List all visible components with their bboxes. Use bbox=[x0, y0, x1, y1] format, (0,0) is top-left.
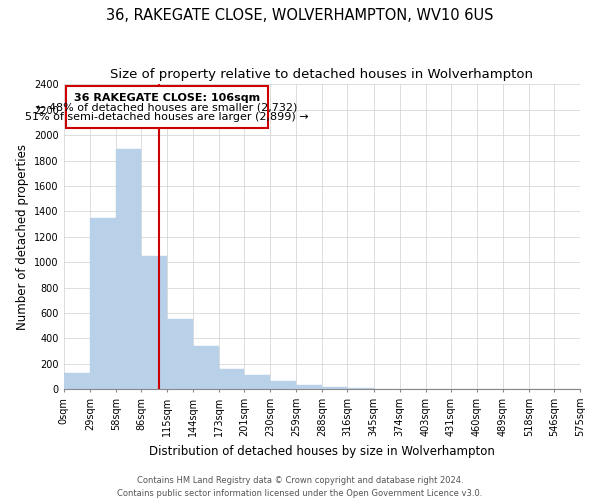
Bar bbox=[219, 370, 244, 389]
Bar bbox=[322, 387, 347, 389]
Bar bbox=[244, 375, 270, 389]
Bar bbox=[141, 256, 167, 389]
Text: Contains HM Land Registry data © Crown copyright and database right 2024.
Contai: Contains HM Land Registry data © Crown c… bbox=[118, 476, 482, 498]
Title: Size of property relative to detached houses in Wolverhampton: Size of property relative to detached ho… bbox=[110, 68, 533, 80]
Bar bbox=[270, 382, 296, 389]
Text: 36, RAKEGATE CLOSE, WOLVERHAMPTON, WV10 6US: 36, RAKEGATE CLOSE, WOLVERHAMPTON, WV10 … bbox=[106, 8, 494, 22]
Bar bbox=[90, 218, 116, 389]
Bar bbox=[167, 319, 193, 389]
X-axis label: Distribution of detached houses by size in Wolverhampton: Distribution of detached houses by size … bbox=[149, 444, 495, 458]
FancyBboxPatch shape bbox=[65, 86, 268, 128]
Y-axis label: Number of detached properties: Number of detached properties bbox=[16, 144, 29, 330]
Bar bbox=[347, 388, 374, 389]
Bar bbox=[296, 385, 322, 389]
Text: 51% of semi-detached houses are larger (2,899) →: 51% of semi-detached houses are larger (… bbox=[25, 112, 309, 122]
Text: 36 RAKEGATE CLOSE: 106sqm: 36 RAKEGATE CLOSE: 106sqm bbox=[74, 92, 260, 102]
Text: ← 48% of detached houses are smaller (2,732): ← 48% of detached houses are smaller (2,… bbox=[37, 102, 298, 112]
Bar bbox=[64, 373, 90, 389]
Bar bbox=[116, 149, 141, 389]
Bar bbox=[193, 346, 219, 389]
